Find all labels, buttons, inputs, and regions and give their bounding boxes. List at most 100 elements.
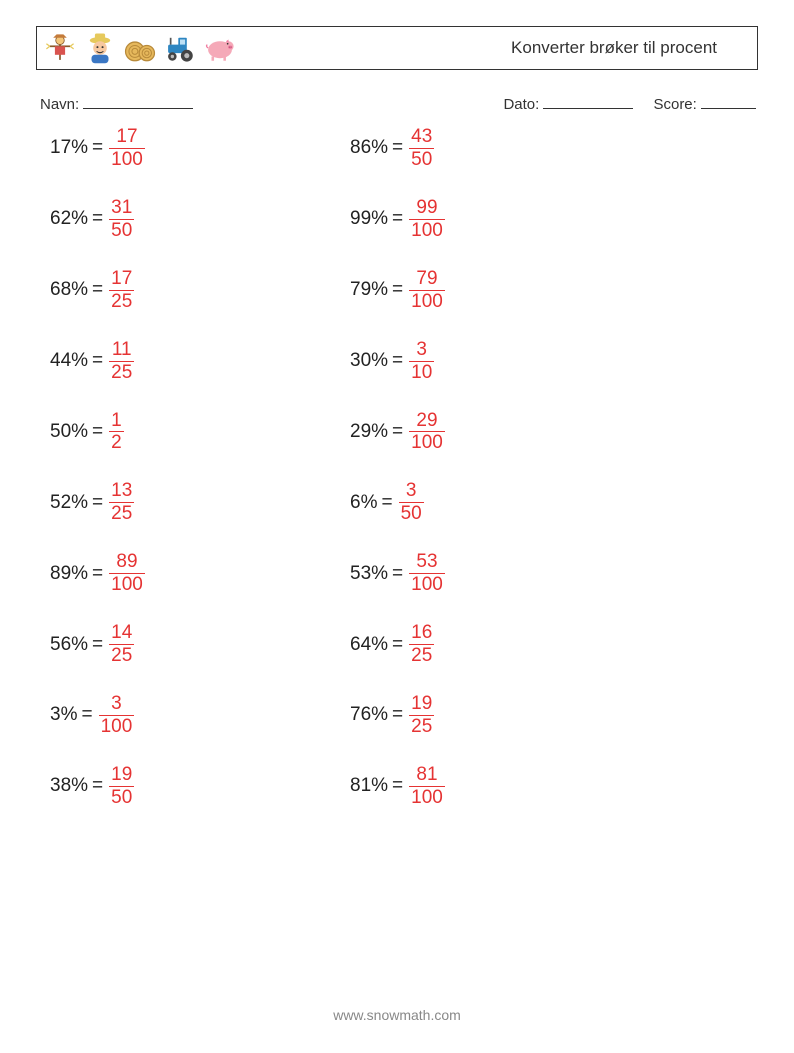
percent-value: 50% — [50, 421, 88, 443]
problem-row: 68% = 172579% = 79100 — [50, 269, 758, 312]
equals-sign: = — [392, 775, 403, 797]
fraction-numerator: 14 — [109, 623, 134, 644]
problem-cell: 79% = 79100 — [350, 269, 650, 312]
problem-cell: 89% = 89100 — [50, 552, 350, 595]
fraction-answer: 89100 — [109, 552, 145, 595]
fraction-numerator: 3 — [414, 340, 429, 361]
problem-cell: 17% = 17100 — [50, 127, 350, 170]
fraction-numerator: 79 — [414, 269, 439, 290]
percent-value: 3% — [50, 704, 77, 726]
fraction-answer: 1950 — [109, 765, 134, 808]
equals-sign: = — [81, 704, 92, 726]
percent-value: 44% — [50, 350, 88, 372]
score-blank — [701, 94, 756, 109]
worksheet-title: Konverter brøker til procent — [511, 38, 717, 58]
fraction-answer: 1725 — [109, 269, 134, 312]
fraction-answer: 350 — [399, 481, 424, 524]
fraction-answer: 12 — [109, 411, 124, 454]
problem-row: 56% = 142564% = 1625 — [50, 623, 758, 666]
fraction-answer: 53100 — [409, 552, 445, 595]
percent-value: 29% — [350, 421, 388, 443]
percent-value: 6% — [350, 492, 377, 514]
equals-sign: = — [92, 208, 103, 230]
fraction-numerator: 17 — [109, 269, 134, 290]
problem-cell: 64% = 1625 — [350, 623, 650, 666]
equals-sign: = — [381, 492, 392, 514]
fraction-denominator: 100 — [409, 573, 445, 595]
fraction-numerator: 53 — [414, 552, 439, 573]
fraction-denominator: 25 — [409, 644, 434, 666]
percent-value: 79% — [350, 279, 388, 301]
header-icons — [43, 31, 237, 65]
fraction-answer: 79100 — [409, 269, 445, 312]
fraction-denominator: 10 — [409, 361, 434, 383]
date-blank — [543, 94, 633, 109]
fraction-numerator: 1 — [109, 411, 124, 432]
problem-row: 17% = 1710086% = 4350 — [50, 127, 758, 170]
equals-sign: = — [92, 563, 103, 585]
percent-value: 76% — [350, 704, 388, 726]
equals-sign: = — [92, 421, 103, 443]
fraction-answer: 17100 — [109, 127, 145, 170]
meta-row: Navn: Dato: Score: — [36, 94, 758, 113]
fraction-numerator: 89 — [114, 552, 139, 573]
fraction-numerator: 17 — [114, 127, 139, 148]
equals-sign: = — [92, 775, 103, 797]
fraction-denominator: 25 — [109, 361, 134, 383]
fraction-answer: 1325 — [109, 481, 134, 524]
haybale-icon — [123, 31, 157, 65]
fraction-answer: 1125 — [109, 340, 134, 383]
scarecrow-icon — [43, 31, 77, 65]
fraction-answer: 310 — [409, 340, 434, 383]
percent-value: 86% — [350, 137, 388, 159]
fraction-numerator: 13 — [109, 481, 134, 502]
problem-cell: 62% = 3150 — [50, 198, 350, 241]
fraction-denominator: 50 — [409, 148, 434, 170]
percent-value: 64% — [350, 634, 388, 656]
equals-sign: = — [392, 421, 403, 443]
problem-cell: 76% = 1925 — [350, 694, 650, 737]
equals-sign: = — [392, 137, 403, 159]
name-blank — [83, 94, 193, 109]
footer-url: www.snowmath.com — [0, 1007, 794, 1023]
fraction-denominator: 50 — [109, 219, 134, 241]
problem-cell: 50% = 12 — [50, 411, 350, 454]
fraction-denominator: 25 — [409, 715, 434, 737]
fraction-answer: 99100 — [409, 198, 445, 241]
problem-cell: 56% = 1425 — [50, 623, 350, 666]
fraction-numerator: 29 — [414, 411, 439, 432]
fraction-answer: 3100 — [99, 694, 135, 737]
problem-row: 62% = 315099% = 99100 — [50, 198, 758, 241]
percent-value: 30% — [350, 350, 388, 372]
problem-cell: 29% = 29100 — [350, 411, 650, 454]
fraction-denominator: 25 — [109, 502, 134, 524]
equals-sign: = — [92, 137, 103, 159]
problem-cell: 81% = 81100 — [350, 765, 650, 808]
fraction-numerator: 19 — [409, 694, 434, 715]
fraction-numerator: 19 — [109, 765, 134, 786]
fraction-numerator: 31 — [109, 198, 134, 219]
problems-grid: 17% = 1710086% = 435062% = 315099% = 991… — [36, 127, 758, 808]
fraction-denominator: 25 — [109, 644, 134, 666]
header-box: Konverter brøker til procent — [36, 26, 758, 70]
pig-icon — [203, 31, 237, 65]
equals-sign: = — [392, 704, 403, 726]
equals-sign: = — [92, 350, 103, 372]
equals-sign: = — [92, 634, 103, 656]
fraction-denominator: 100 — [409, 786, 445, 808]
percent-value: 38% — [50, 775, 88, 797]
problem-cell: 99% = 99100 — [350, 198, 650, 241]
equals-sign: = — [92, 279, 103, 301]
name-label: Navn: — [40, 96, 79, 113]
fraction-numerator: 11 — [110, 340, 134, 361]
fraction-numerator: 16 — [409, 623, 434, 644]
equals-sign: = — [92, 492, 103, 514]
problem-row: 3% = 310076% = 1925 — [50, 694, 758, 737]
fraction-numerator: 3 — [109, 694, 124, 715]
problem-cell: 3% = 3100 — [50, 694, 350, 737]
fraction-numerator: 43 — [409, 127, 434, 148]
problem-cell: 30% = 310 — [350, 340, 650, 383]
percent-value: 81% — [350, 775, 388, 797]
problem-cell: 52% = 1325 — [50, 481, 350, 524]
fraction-denominator: 100 — [409, 431, 445, 453]
